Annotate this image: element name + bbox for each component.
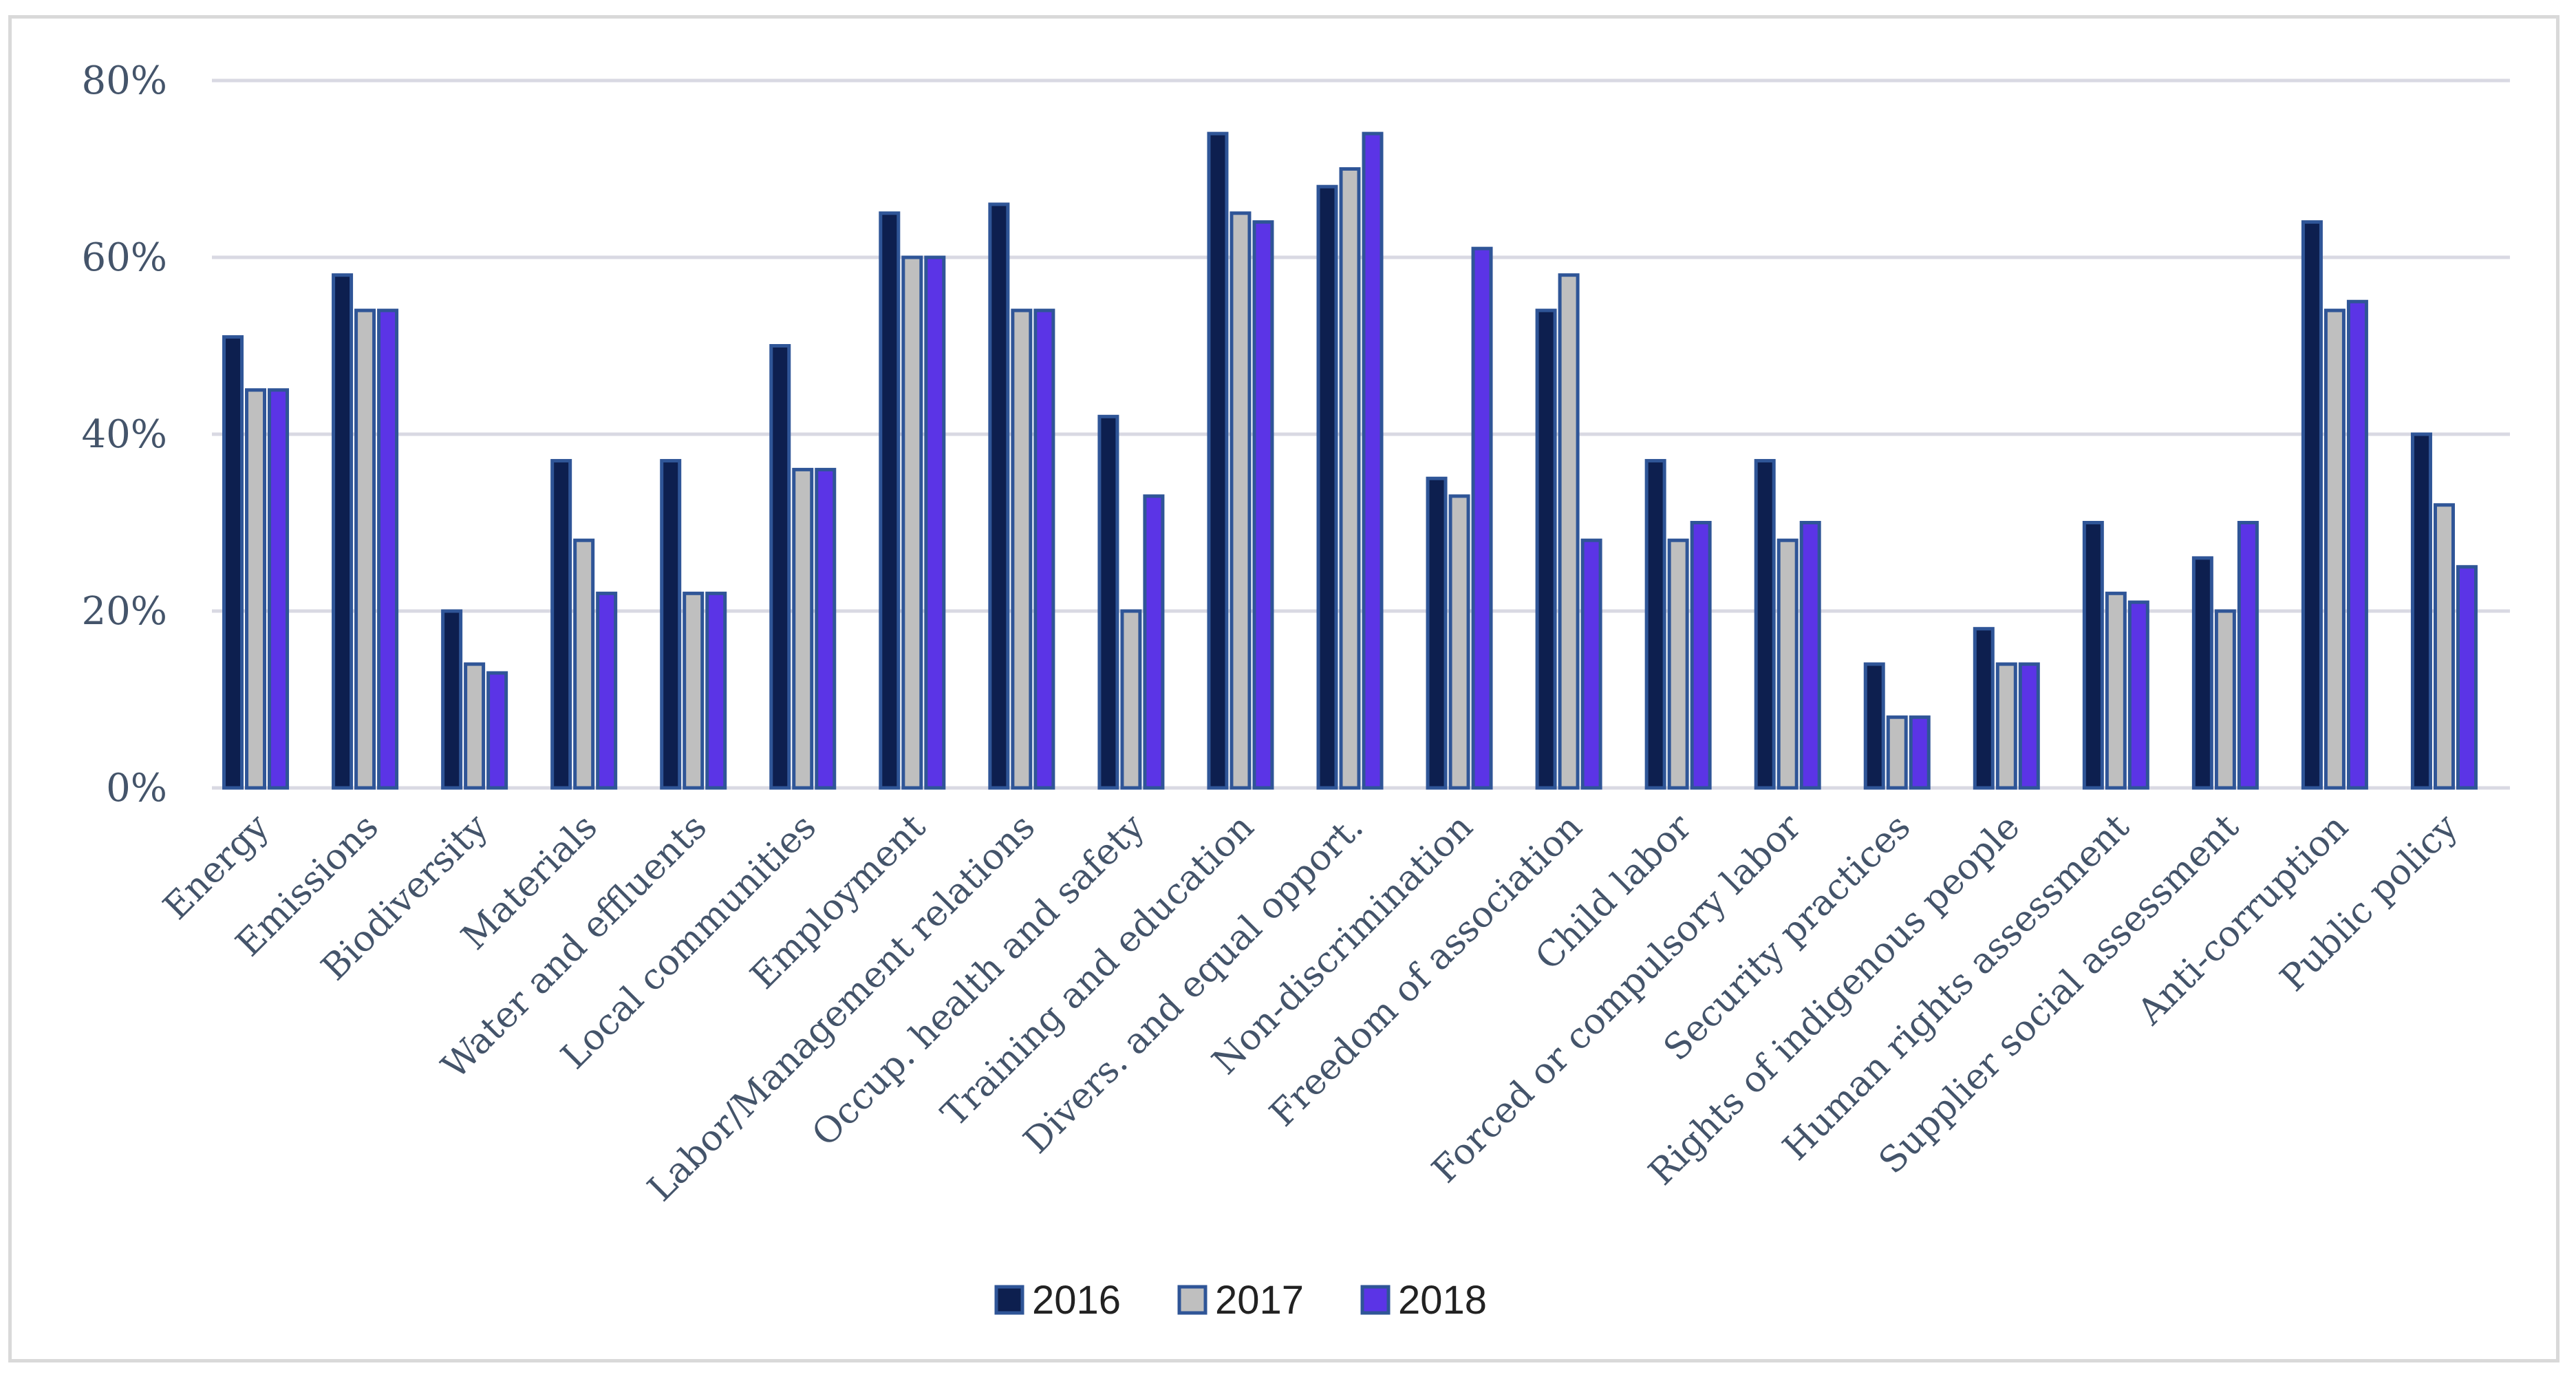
bar-2016-human-rights-assessment xyxy=(2082,521,2104,790)
bar-2017-divers-and-equal-opport- xyxy=(1339,167,1361,790)
bar-2017-child-labor xyxy=(1667,538,1689,790)
y-axis-ticks: 0% 20% 40% 60% 80% xyxy=(82,58,167,811)
bar-2016-security-practices xyxy=(1863,662,1885,790)
bar-2017-training-and-education xyxy=(1230,211,1252,790)
x-tick-label: Labor/Management relations xyxy=(640,806,1043,1210)
bar-2018-employment xyxy=(924,255,946,790)
bar-2018-water-and-effluents xyxy=(705,591,727,790)
y-tick-label: 0% xyxy=(106,766,167,811)
bar-2016-water-and-effluents xyxy=(660,459,682,790)
legend-swatch-2016 xyxy=(994,1285,1024,1315)
bar-2018-public-policy xyxy=(2456,565,2478,790)
bar-2016-energy xyxy=(222,335,244,790)
bar-2017-public-policy xyxy=(2433,503,2455,790)
bar-2016-supplier-social-assessment xyxy=(2191,556,2213,790)
bar-2017-emissions xyxy=(354,308,376,790)
y-tick-label: 40% xyxy=(82,412,167,457)
bar-2016-rights-of-indigenous-people xyxy=(1973,627,1995,790)
bar-2016-training-and-education xyxy=(1207,131,1229,790)
bar-2017-security-practices xyxy=(1886,715,1908,790)
bar-2016-materials xyxy=(550,459,572,790)
legend-label-2018: 2018 xyxy=(1398,1278,1487,1323)
bar-2017-human-rights-assessment xyxy=(2105,591,2127,790)
bar-2016-forced-or-compulsory-labor xyxy=(1754,459,1776,790)
bar-2016-anti-corruption xyxy=(2301,220,2323,790)
bar-2017-supplier-social-assessment xyxy=(2214,609,2236,790)
y-tick-label: 60% xyxy=(82,235,167,280)
bar-2017-anti-corruption xyxy=(2323,308,2346,790)
bar-2018-energy xyxy=(268,388,290,790)
legend: 2016 2017 2018 xyxy=(994,1278,1487,1323)
legend-label-2016: 2016 xyxy=(1032,1278,1121,1323)
bar-2018-non-discrimination xyxy=(1471,246,1493,790)
bar-2016-labor-management-relations xyxy=(988,202,1010,790)
bar-2018-materials xyxy=(596,591,618,790)
gridlines xyxy=(212,78,2510,790)
bar-2016-employment xyxy=(879,211,901,790)
x-axis-labels: EnergyEmissionsBiodiversityMaterialsWate… xyxy=(155,806,2466,1209)
bar-2018-divers-and-equal-opport- xyxy=(1362,131,1384,790)
bar-2017-water-and-effluents xyxy=(683,591,705,790)
bar-2017-labor-management-relations xyxy=(1011,308,1033,790)
legend-label-2017: 2017 xyxy=(1215,1278,1304,1323)
bar-2018-local-communities xyxy=(815,467,837,790)
legend-swatch-2017 xyxy=(1177,1285,1208,1315)
bars xyxy=(222,131,2478,790)
bar-2018-training-and-education xyxy=(1252,220,1274,790)
bar-2017-rights-of-indigenous-people xyxy=(1995,662,2017,790)
bar-2018-security-practices xyxy=(1909,715,1931,790)
bar-2017-non-discrimination xyxy=(1448,494,1470,790)
bar-2018-rights-of-indigenous-people xyxy=(2018,662,2040,790)
bar-2016-child-labor xyxy=(1644,459,1666,790)
bar-2018-freedom-of-association xyxy=(1580,538,1602,790)
bar-2016-freedom-of-association xyxy=(1535,308,1557,790)
bar-2016-public-policy xyxy=(2410,432,2432,790)
bar-2018-human-rights-assessment xyxy=(2127,600,2149,790)
bar-2016-local-communities xyxy=(769,344,791,790)
bar-2017-employment xyxy=(901,255,923,790)
bar-2018-occup-health-and-safety xyxy=(1143,494,1165,790)
bar-2018-supplier-social-assessment xyxy=(2237,521,2259,790)
bar-2016-divers-and-equal-opport- xyxy=(1316,184,1338,790)
y-tick-label: 80% xyxy=(82,58,167,103)
bar-2018-child-labor xyxy=(1690,521,1712,790)
bar-2017-local-communities xyxy=(792,467,814,790)
y-tick-label: 20% xyxy=(82,589,167,634)
bar-2016-emissions xyxy=(332,273,354,790)
bar-2016-biodiversity xyxy=(441,609,463,790)
bar-2017-forced-or-compulsory-labor xyxy=(1777,538,1799,790)
bar-2017-materials xyxy=(573,538,595,790)
bar-2017-energy xyxy=(245,388,267,790)
bar-2017-freedom-of-association xyxy=(1558,273,1580,790)
bar-2016-occup-health-and-safety xyxy=(1097,414,1119,790)
bar-2018-biodiversity xyxy=(486,671,508,790)
bar-2018-forced-or-compulsory-labor xyxy=(1799,521,1821,790)
bar-2018-emissions xyxy=(377,308,399,790)
bar-2016-non-discrimination xyxy=(1426,476,1448,790)
bar-2017-biodiversity xyxy=(464,662,486,790)
bar-2018-labor-management-relations xyxy=(1033,308,1055,790)
bar-2017-occup-health-and-safety xyxy=(1120,609,1142,790)
legend-swatch-2018 xyxy=(1360,1285,1391,1315)
bar-2018-anti-corruption xyxy=(2346,299,2368,790)
